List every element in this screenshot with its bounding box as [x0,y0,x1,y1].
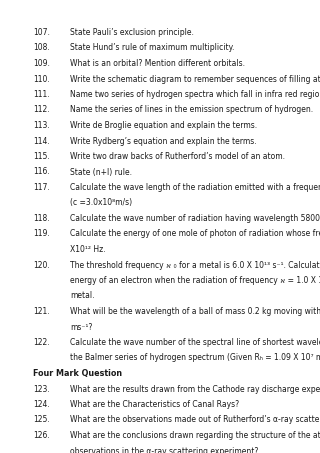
Text: Calculate the energy of one mole of photon of radiation whose frequency is 4: Calculate the energy of one mole of phot… [70,230,320,238]
Text: 108.: 108. [33,43,50,53]
Text: X10¹² Hz.: X10¹² Hz. [70,245,106,254]
Text: Calculate the wave length of the radiation emitted with a frequency of 1,200kHz: Calculate the wave length of the radiati… [70,183,320,192]
Text: Calculate the wave number of the spectral line of shortest wavelength appearing : Calculate the wave number of the spectra… [70,338,320,347]
Text: State (n+l) rule.: State (n+l) rule. [70,168,132,177]
Text: Write two draw backs of Rutherford’s model of an atom.: Write two draw backs of Rutherford’s mod… [70,152,285,161]
Text: Write the schematic diagram to remember sequences of filling atomic orbitals.: Write the schematic diagram to remember … [70,74,320,83]
Text: 114.: 114. [33,136,50,145]
Text: 115.: 115. [33,152,50,161]
Text: observations in the α-ray scattering experiment?: observations in the α-ray scattering exp… [70,447,258,453]
Text: 116.: 116. [33,168,50,177]
Text: 117.: 117. [33,183,50,192]
Text: 113.: 113. [33,121,50,130]
Text: metal.: metal. [70,291,94,300]
Text: Name the series of lines in the emission spectrum of hydrogen.: Name the series of lines in the emission… [70,106,313,115]
Text: What are the conclusions drawn regarding the structure of the atom on the basis : What are the conclusions drawn regarding… [70,431,320,440]
Text: 121.: 121. [33,307,50,316]
Text: 111.: 111. [33,90,50,99]
Text: 120.: 120. [33,260,50,270]
Text: (c =3.0x10⁸m/s): (c =3.0x10⁸m/s) [70,198,132,207]
Text: ms⁻¹?: ms⁻¹? [70,323,92,332]
Text: the Balmer series of hydrogen spectrum (Given Rₕ = 1.09 X 10⁷ m⁻¹): the Balmer series of hydrogen spectrum (… [70,353,320,362]
Text: Calculate the wave number of radiation having wavelength 5800A°.: Calculate the wave number of radiation h… [70,214,320,223]
Text: 125.: 125. [33,415,50,424]
Text: 110.: 110. [33,74,50,83]
Text: What are the observations made out of Rutherford’s α-ray scattering experiment?: What are the observations made out of Ru… [70,415,320,424]
Text: 122.: 122. [33,338,50,347]
Text: 126.: 126. [33,431,50,440]
Text: What are the results drawn from the Cathode ray discharge experiment?: What are the results drawn from the Cath… [70,385,320,394]
Text: State Hund’s rule of maximum multiplicity.: State Hund’s rule of maximum multiplicit… [70,43,234,53]
Text: What is an orbital? Mention different orbitals.: What is an orbital? Mention different or… [70,59,245,68]
Text: State Pauli’s exclusion principle.: State Pauli’s exclusion principle. [70,28,194,37]
Text: Four Mark Question: Four Mark Question [33,369,122,378]
Text: Write Rydberg’s equation and explain the terms.: Write Rydberg’s equation and explain the… [70,136,257,145]
Text: 118.: 118. [33,214,50,223]
Text: What are the Characteristics of Canal Rays?: What are the Characteristics of Canal Ra… [70,400,239,409]
Text: Name two series of hydrogen spectra which fall in infra red region.: Name two series of hydrogen spectra whic… [70,90,320,99]
Text: 109.: 109. [33,59,50,68]
Text: Write de Broglie equation and explain the terms.: Write de Broglie equation and explain th… [70,121,257,130]
Text: 124.: 124. [33,400,50,409]
Text: 107.: 107. [33,28,50,37]
Text: energy of an electron when the radiation of frequency א = 1.0 X 10¹⁴ s⁻¹ hits th: energy of an electron when the radiation… [70,276,320,285]
Text: The threshold frequency א ₀ for a metal is 6.0 X 10¹³ s⁻¹. Calculate the kinetic: The threshold frequency א ₀ for a metal … [70,260,320,270]
Text: 123.: 123. [33,385,50,394]
Text: 112.: 112. [33,106,50,115]
Text: What will be the wavelength of a ball of mass 0.2 kg moving with velocity of 10: What will be the wavelength of a ball of… [70,307,320,316]
Text: 119.: 119. [33,230,50,238]
